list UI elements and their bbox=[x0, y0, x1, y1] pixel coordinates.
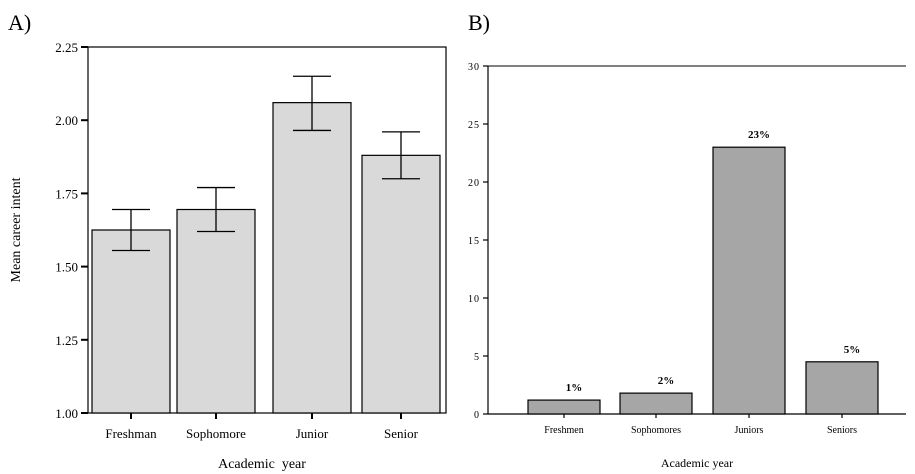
panel-a-bars bbox=[91, 75, 441, 414]
panel-b-data-label: 1% bbox=[566, 382, 583, 394]
panel-a-bar bbox=[361, 154, 441, 414]
panel-b-ytick-label: 5 bbox=[474, 352, 480, 363]
panel-b-label: B) bbox=[468, 10, 490, 35]
panel-b-ytick-label: 15 bbox=[468, 236, 480, 247]
panel-b-xtick-label: Sophomores bbox=[631, 425, 681, 436]
panel-b-bar bbox=[712, 146, 786, 415]
panel-a-plot-frame bbox=[87, 46, 447, 414]
panel-a-bar bbox=[272, 102, 352, 414]
panel-a-x-axis: Freshman Sophomore Junior Senior bbox=[105, 413, 419, 441]
panel-b-bars: 1% 2% 23% 5% bbox=[527, 129, 879, 415]
panel-b-data-label: 5% bbox=[844, 344, 861, 356]
panel-b-bar bbox=[805, 361, 879, 415]
panel-b-ytick-label: 30 bbox=[468, 62, 480, 73]
panel-a-ylabel: Mean career intent bbox=[9, 177, 24, 282]
panel-b-data-label: 23% bbox=[748, 129, 770, 141]
panel-b-bar bbox=[619, 392, 693, 415]
panel-b-x-axis: Freshmen Sophomores Juniors Seniors bbox=[544, 414, 857, 436]
panel-a-xtick-label: Junior bbox=[296, 426, 329, 441]
panel-a-xtick-label: Senior bbox=[384, 426, 419, 441]
panel-b-ytick-label: 0 bbox=[474, 410, 480, 421]
panel-a-ytick-label: 1.75 bbox=[55, 186, 78, 201]
panel-a-xtick-label: Sophomore bbox=[186, 426, 246, 441]
panel-a-ytick-label: 1.25 bbox=[55, 333, 78, 348]
panel-b-ytick-label: 10 bbox=[468, 294, 480, 305]
panel-b-xtick-label: Seniors bbox=[827, 425, 857, 436]
panel-b-ytick-label: 20 bbox=[468, 178, 480, 189]
panel-b-bar bbox=[527, 399, 601, 415]
panel-b-xtick-label: Freshmen bbox=[544, 425, 583, 436]
panel-a-bar bbox=[91, 229, 171, 414]
panel-a-label: A) bbox=[8, 10, 31, 35]
panel-a-ytick-label: 2.25 bbox=[55, 40, 78, 55]
panel-a-y-axis: 1.00 1.25 1.50 1.75 2.00 2.25 bbox=[55, 40, 88, 421]
panel-a: A) Mean career intent Academic year 1.00… bbox=[8, 10, 447, 472]
panel-a-ytick-label: 1.00 bbox=[55, 406, 78, 421]
panel-a-xlabel: Academic year bbox=[218, 457, 306, 472]
panel-a-xtick-label: Freshman bbox=[105, 426, 157, 441]
panel-b-xlabel: Academic year bbox=[661, 456, 733, 470]
panel-b-xtick-label: Juniors bbox=[735, 425, 764, 436]
panel-a-ytick-label: 2.00 bbox=[55, 113, 78, 128]
panel-b-data-label: 2% bbox=[658, 375, 675, 387]
panel-a-bar bbox=[176, 208, 256, 414]
panel-b-y-axis: 0 5 10 15 20 25 30 bbox=[468, 62, 488, 421]
panel-b-ytick-label: 25 bbox=[468, 120, 480, 131]
panel-a-ytick-label: 1.50 bbox=[55, 260, 78, 275]
